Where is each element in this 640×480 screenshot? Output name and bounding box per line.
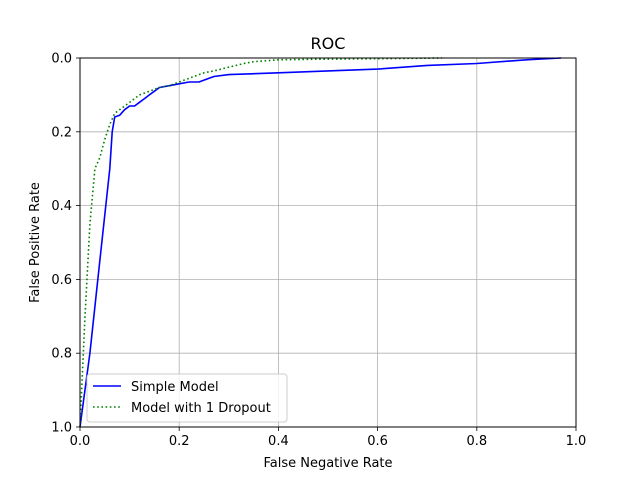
x-tick-label: 0.2 [169,434,190,449]
x-tick-label: 0.0 [70,434,91,449]
y-tick-label: 0.6 [51,273,72,288]
y-tick-label: 0.2 [51,125,72,140]
y-tick-label: 0.0 [51,52,72,67]
x-tick-label: 1.0 [566,434,587,449]
series-layer [79,57,562,428]
x-axis-label: False Negative Rate [263,456,392,471]
x-axis: 0.0 0.2 0.4 0.6 0.8 1.0 [70,427,587,449]
x-tick-label: 0.4 [268,434,289,449]
legend-box [86,373,288,423]
series-line-simple-model [79,57,562,428]
y-tick-label: 0.4 [51,199,72,214]
x-tick-label: 0.8 [466,434,487,449]
y-tick-label: 1.0 [51,421,72,436]
y-tick-label: 0.8 [51,347,72,362]
legend: Simple Model Model with 1 Dropout [86,373,288,423]
legend-entry-simple-model: Simple Model [131,380,219,395]
grid-lines [79,57,577,428]
y-axis: 0.0 0.2 0.4 0.6 0.8 1.0 [51,52,80,436]
series-line-dropout-model [79,57,443,428]
plot-frame [79,57,577,428]
legend-entry-dropout-model: Model with 1 Dropout [131,401,271,416]
y-axis-label: False Positive Rate [28,182,43,303]
chart-title: ROC [311,34,346,53]
x-tick-label: 0.6 [367,434,388,449]
